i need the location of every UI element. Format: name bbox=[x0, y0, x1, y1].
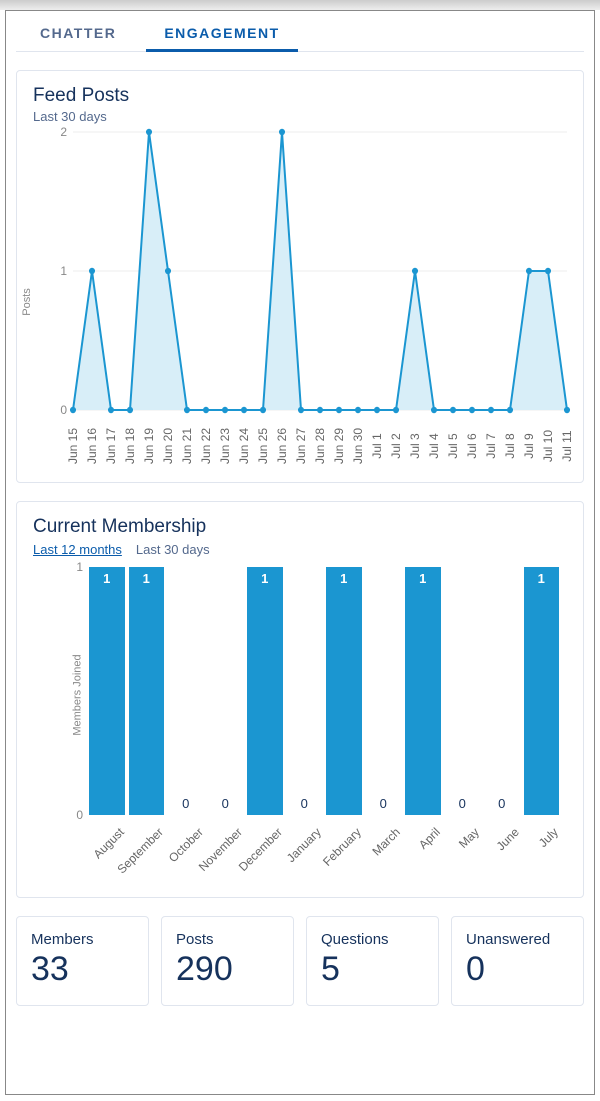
bar-value-label: 0 bbox=[301, 796, 308, 811]
bar-value-label: 0 bbox=[459, 796, 466, 811]
feed-posts-subtitle: Last 30 days bbox=[33, 109, 567, 124]
line-chart-xtick: Jun 15 bbox=[66, 428, 80, 464]
line-chart-point bbox=[279, 129, 285, 135]
feed-posts-title: Feed Posts bbox=[33, 85, 567, 107]
tab-engagement[interactable]: ENGAGEMENT bbox=[140, 17, 303, 51]
line-chart-xtick: Jul 8 bbox=[503, 433, 517, 458]
line-chart-xtick: Jul 6 bbox=[465, 433, 479, 458]
stat-label: Members bbox=[31, 931, 134, 948]
tab-chatter[interactable]: CHATTER bbox=[16, 17, 140, 51]
line-chart-xtick: Jun 30 bbox=[351, 428, 365, 464]
line-chart-xtick: Jul 1 bbox=[370, 433, 384, 458]
stat-value: 290 bbox=[176, 950, 279, 989]
stat-value: 0 bbox=[466, 950, 569, 989]
line-chart-xtick: Jul 7 bbox=[484, 433, 498, 458]
stat-label: Questions bbox=[321, 931, 424, 948]
stats-row: Members 33 Posts 290 Questions 5 Unanswered 0 bbox=[16, 916, 584, 1006]
membership-card: Current Membership Last 12 months Last 30… bbox=[16, 501, 584, 898]
line-chart-xtick: Jun 24 bbox=[237, 428, 251, 464]
line-chart-xtick: Jul 5 bbox=[446, 433, 460, 458]
line-chart-point bbox=[89, 268, 95, 274]
line-chart-xtick: Jun 19 bbox=[142, 428, 156, 464]
stat-card-unanswered: Unanswered 0 bbox=[451, 916, 584, 1006]
bar-value-label: 1 bbox=[143, 571, 150, 586]
line-chart-xtick: Jun 29 bbox=[332, 428, 346, 464]
line-chart-point bbox=[146, 129, 152, 135]
line-chart-xtick: Jul 10 bbox=[541, 430, 555, 462]
bar-chart-ytick: 0 bbox=[76, 808, 83, 822]
bar-value-label: 0 bbox=[182, 796, 189, 811]
line-chart-xtick: Jul 4 bbox=[427, 433, 441, 458]
bar: 0 bbox=[168, 567, 204, 815]
line-chart-xtick: Jun 22 bbox=[199, 428, 213, 464]
bar-value-label: 1 bbox=[103, 571, 110, 586]
bar: 1 bbox=[326, 567, 362, 815]
bar-value-label: 1 bbox=[340, 571, 347, 586]
line-chart-xtick: Jun 26 bbox=[275, 428, 289, 464]
line-chart-xtick: Jun 27 bbox=[294, 428, 308, 464]
bar-value-label: 1 bbox=[419, 571, 426, 586]
feed-posts-y-label: Posts bbox=[21, 288, 33, 316]
bar: 0 bbox=[366, 567, 402, 815]
line-chart-xtick: Jun 23 bbox=[218, 428, 232, 464]
bar: 1 bbox=[129, 567, 165, 815]
line-chart-xtick: Jun 20 bbox=[161, 428, 175, 464]
bar-value-label: 0 bbox=[222, 796, 229, 811]
line-chart-point bbox=[412, 268, 418, 274]
line-chart-xtick: Jul 11 bbox=[560, 430, 574, 461]
bar: 1 bbox=[524, 567, 560, 815]
line-chart-point bbox=[545, 268, 551, 274]
line-chart-xtick: Jun 17 bbox=[104, 428, 118, 464]
stat-value: 5 bbox=[321, 950, 424, 989]
line-chart-point bbox=[165, 268, 171, 274]
tab-bar: CHATTERENGAGEMENT bbox=[16, 17, 584, 52]
feed-posts-card: Feed Posts Last 30 days Posts 0 1 2 Jun 15… bbox=[16, 70, 584, 483]
line-chart-point bbox=[526, 268, 532, 274]
line-chart-xtick: Jul 2 bbox=[389, 433, 403, 458]
feed-posts-chart: Posts 012 Jun 15Jun 16Jun 17Jun 18Jun 19… bbox=[33, 132, 567, 472]
stat-value: 33 bbox=[31, 950, 134, 989]
bar: 0 bbox=[287, 567, 323, 815]
bar: 0 bbox=[208, 567, 244, 815]
stat-card-posts: Posts 290 bbox=[161, 916, 294, 1006]
line-chart-ytick: 1 bbox=[60, 264, 67, 278]
bar-value-label: 0 bbox=[498, 796, 505, 811]
stat-label: Unanswered bbox=[466, 931, 569, 948]
membership-title: Current Membership bbox=[33, 516, 567, 538]
membership-range-option[interactable]: Last 30 days bbox=[136, 542, 210, 557]
line-chart-xtick: Jun 18 bbox=[123, 428, 137, 464]
bar-chart-ytick: 1 bbox=[76, 560, 83, 574]
membership-range-option[interactable]: Last 12 months bbox=[33, 542, 122, 557]
membership-time-toggle: Last 12 months Last 30 days bbox=[33, 542, 567, 557]
stat-card-questions: Questions 5 bbox=[306, 916, 439, 1006]
engagement-panel: CHATTERENGAGEMENT Feed Posts Last 30 day… bbox=[5, 10, 595, 1095]
bar: 0 bbox=[484, 567, 520, 815]
bar: 1 bbox=[89, 567, 125, 815]
bar: 1 bbox=[247, 567, 283, 815]
line-chart-ytick: 0 bbox=[60, 403, 67, 417]
line-chart-xtick: Jul 9 bbox=[522, 433, 536, 458]
bar: 0 bbox=[445, 567, 481, 815]
line-chart-xtick: Jun 21 bbox=[180, 428, 194, 464]
line-chart-xtick: Jun 25 bbox=[256, 428, 270, 464]
line-chart-ytick: 2 bbox=[60, 125, 67, 139]
bar-value-label: 1 bbox=[261, 571, 268, 586]
stat-card-members: Members 33 bbox=[16, 916, 149, 1006]
membership-chart: Members Joined 01 110010101001 AugustSep… bbox=[33, 567, 567, 887]
line-chart-xtick: Jun 28 bbox=[313, 428, 327, 464]
bar-value-label: 1 bbox=[538, 571, 545, 586]
bar: 1 bbox=[405, 567, 441, 815]
bar-value-label: 0 bbox=[380, 796, 387, 811]
line-chart-xtick: Jul 3 bbox=[408, 433, 422, 458]
line-chart-xtick: Jun 16 bbox=[85, 428, 99, 464]
stat-label: Posts bbox=[176, 931, 279, 948]
